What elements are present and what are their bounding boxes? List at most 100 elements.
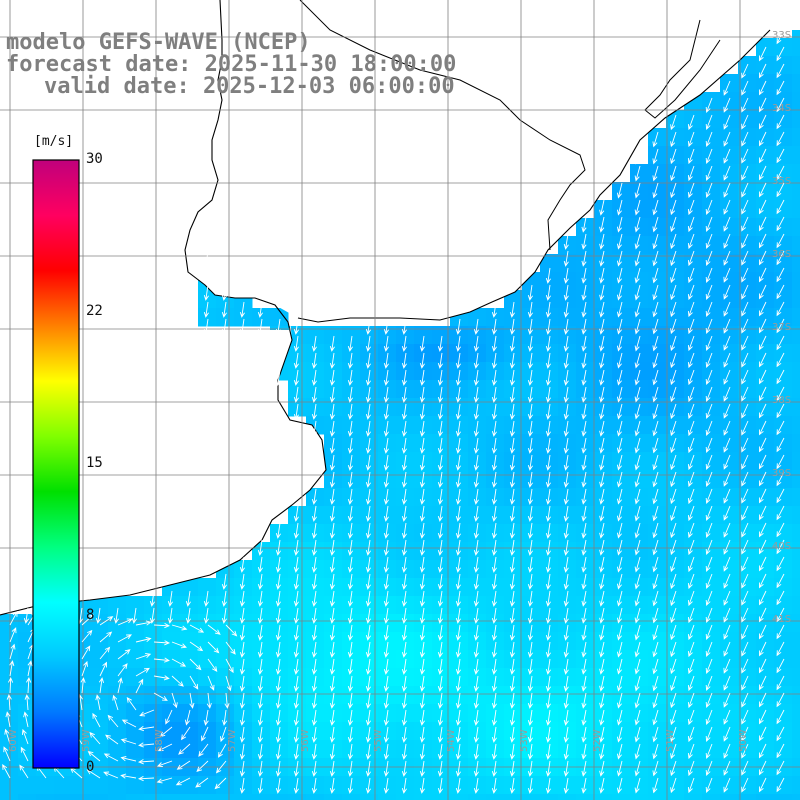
wind-arrow [741,760,749,776]
wind-arrow [473,471,479,488]
field-cell [792,632,800,651]
wind-arrow [527,488,533,505]
wind-arrow [99,616,114,626]
wind-arrow [365,777,371,794]
wind-arrow [98,677,105,694]
field-cell [324,326,343,345]
field-cell [702,236,721,255]
wind-arrow [203,233,209,250]
field-cell [486,362,505,381]
wind-arrow [365,335,371,352]
field-cell [414,632,433,651]
field-cell [666,722,685,741]
wind-arrow [156,777,173,784]
wind-arrow [527,777,533,794]
wind-arrow [275,590,281,607]
wind-arrow [401,471,407,488]
field-cell [792,650,800,669]
wind-arrow [198,743,209,757]
wind-arrow [776,114,785,130]
wind-arrow [156,760,173,768]
wind-arrow [311,726,317,743]
wind-arrow [687,216,695,233]
wind-arrow [131,607,137,624]
wind-arrow [759,46,767,62]
field-cell [378,524,397,543]
field-cell [756,92,775,111]
field-cell [270,596,289,615]
wind-arrow [509,675,515,692]
field-cell [648,272,667,291]
wind-arrow [687,556,695,573]
field-cell [396,542,415,561]
field-cell [612,488,631,507]
wind-arrow [652,335,659,352]
wind-arrow [329,726,335,743]
field-cell [0,704,19,723]
field-cell [522,794,541,800]
field-cell [648,254,667,273]
field-cell [522,488,541,507]
field-cell [612,344,631,363]
wind-arrow [153,657,170,663]
wind-arrow [776,488,785,504]
wind-arrow [599,607,605,624]
wind-arrow [203,284,209,301]
wind-arrow [329,777,335,794]
field-cell [720,290,739,309]
field-cell [612,524,631,543]
field-cell [720,596,739,615]
wind-arrow [616,641,623,658]
wind-arrow [401,607,407,624]
wind-arrow [687,301,695,318]
wind-arrow [509,369,515,386]
wind-arrow [634,573,641,590]
wind-arrow [383,403,389,420]
field-cell [378,362,397,381]
wind-arrow [103,771,119,779]
field-cell [792,362,800,381]
wind-arrow [509,743,515,760]
field-cell [108,650,127,669]
field-cell [468,668,487,687]
wind-arrow [670,505,677,522]
field-cell [738,290,757,309]
wind-arrow [491,386,497,403]
wind-arrow [741,403,749,419]
field-cell [108,722,127,741]
wind-arrow [616,182,623,199]
wind-arrow [509,539,515,556]
wind-arrow [759,777,767,793]
wind-arrow [509,318,515,335]
wind-arrow [437,420,443,437]
field-cell [252,632,271,651]
field-cell [450,524,469,543]
wind-arrow [759,760,767,776]
wind-arrow [509,777,515,794]
wind-arrow [437,641,443,658]
wind-arrow [455,743,461,760]
wind-arrow [224,692,230,709]
wind-arrow [455,641,461,658]
field-cell [198,596,217,615]
wind-arrow [311,590,317,607]
field-cell [162,632,181,651]
field-cell [576,290,595,309]
wind-arrow [759,403,767,419]
wind-arrow [563,692,569,709]
wind-arrow [581,454,587,471]
wind-arrow [652,386,659,403]
wind-arrow [419,675,425,692]
wind-arrow [5,711,11,728]
wind-arrow [293,573,299,590]
field-cell [792,218,800,237]
wind-arrow [670,182,677,199]
field-cell [792,146,800,165]
wind-arrow [275,743,281,760]
field-cell [612,452,631,471]
wind-arrow [383,386,389,403]
wind-arrow [759,641,767,657]
wind-arrow [401,352,407,369]
longitude-label: 53W [519,729,530,752]
field-cell [180,740,199,759]
